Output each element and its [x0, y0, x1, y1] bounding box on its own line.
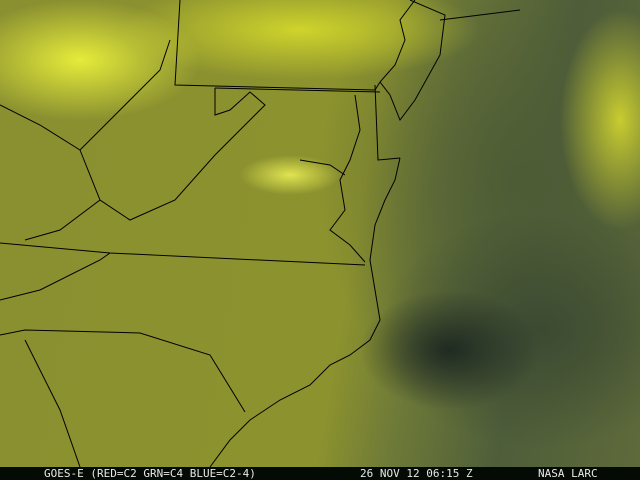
border-de [374, 84, 401, 161]
caption-bar: GOES-E (RED=C2 GRN=C4 BLUE=C2-4) 26 NOV … [0, 467, 640, 480]
credit-label: NASA LARC [538, 467, 598, 480]
coastline [209, 157, 401, 467]
satellite-label: GOES-E (RED=C2 GRN=C4 BLUE=C2-4) [44, 467, 256, 480]
timestamp: 26 NOV 12 06:15 Z [360, 467, 473, 480]
border-md-pa [214, 87, 381, 93]
border-ga-sc [24, 339, 81, 467]
coastline-ny [439, 9, 521, 21]
border-va-ky [24, 199, 101, 241]
chesapeake-bay [299, 94, 366, 263]
border-pa-ny [174, 0, 381, 91]
state-borders [0, 0, 640, 467]
border-wv [0, 39, 266, 221]
border-tn-nc [0, 252, 111, 301]
border-nj [379, 0, 446, 122]
satellite-imagery [0, 0, 640, 467]
border-nc-sc [0, 329, 246, 413]
border-va-nc [0, 242, 366, 266]
